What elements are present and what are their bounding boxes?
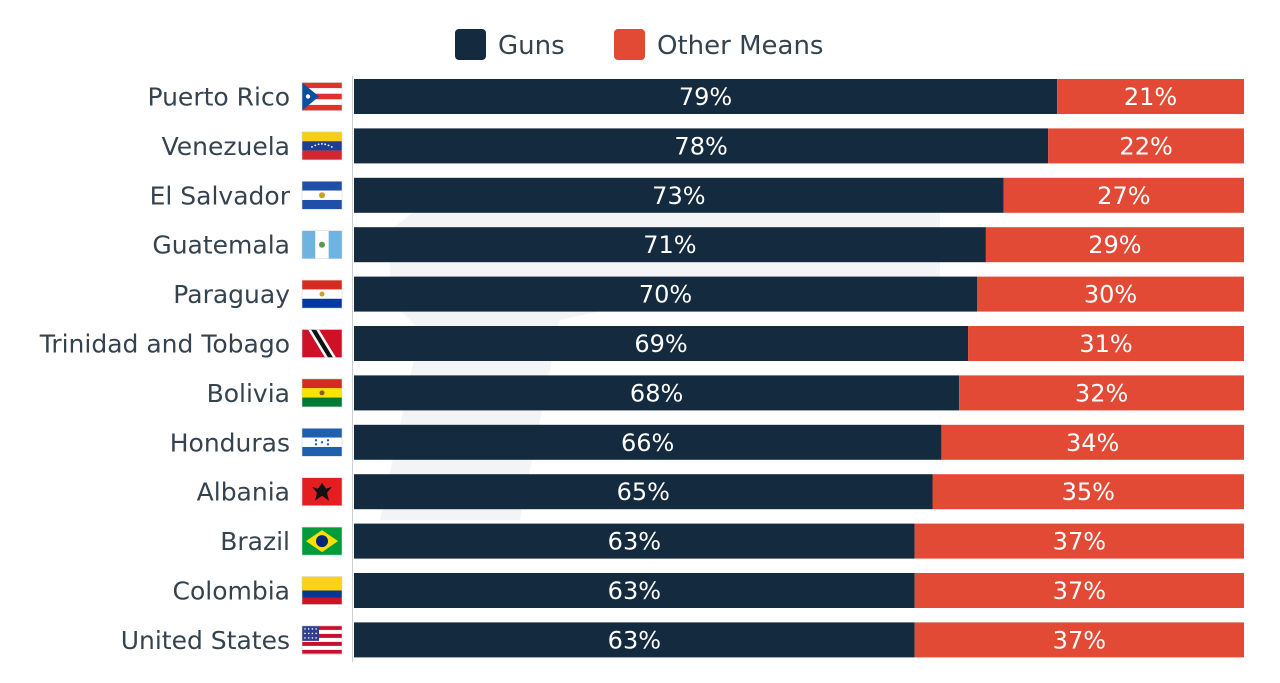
data-label-guns: 63% (608, 626, 661, 654)
flag-venezuela-icon (301, 131, 343, 161)
data-label-other-means: 34% (1066, 429, 1119, 457)
chart-row: Puerto Rico 79% 21% (147, 79, 1244, 114)
bar-other-means (932, 474, 1244, 510)
data-label-guns: 79% (679, 83, 732, 111)
flag-el-salvador-icon (301, 181, 343, 210)
category-label: Albania (197, 478, 290, 507)
bar-guns (354, 474, 933, 510)
category-label: Bolivia (207, 379, 290, 408)
data-label-other-means: 31% (1079, 330, 1132, 358)
chart-row: Paraguay 70% 30% (173, 276, 1244, 312)
bar-guns (354, 79, 1058, 114)
chart-row: Trinidad and Tobago 69% 31% (39, 326, 1244, 361)
chart-row: Venezuela 78% 22% (162, 128, 1244, 164)
bar-guns (354, 177, 1004, 213)
category-label: Brazil (220, 527, 290, 556)
flag-guatemala-icon (301, 230, 343, 259)
bar-guns (354, 523, 915, 559)
data-label-other-means: 27% (1097, 182, 1150, 210)
bar-other-means (1048, 128, 1244, 164)
bar-other-means (941, 424, 1244, 460)
chart-row: Brazil 63% 37% (220, 523, 1244, 559)
chart-row: United States 63% 37% (121, 622, 1244, 658)
data-label-other-means: 37% (1053, 528, 1106, 556)
bar-other-means (959, 375, 1244, 411)
bar-other-means (1003, 177, 1244, 213)
chart-row: Bolivia 68% 32% (207, 375, 1244, 411)
category-label: Trinidad and Tobago (39, 330, 290, 359)
data-label-guns: 70% (639, 281, 692, 309)
data-label-guns: 63% (608, 577, 661, 605)
bar-other-means (914, 622, 1244, 658)
bar-guns (354, 227, 986, 263)
chart-rows: Puerto Rico 79% 21% Venezuela 78% 22% El Salva… (39, 79, 1244, 658)
bar-other-means (977, 276, 1244, 312)
bar-guns (354, 128, 1049, 164)
bar-guns (354, 375, 960, 411)
data-label-other-means: 21% (1124, 83, 1177, 111)
data-label-other-means: 32% (1075, 379, 1128, 407)
chart-row: El Salvador 73% 27% (150, 177, 1244, 213)
chart-row: Colombia 63% 37% (173, 573, 1244, 608)
data-label-guns: 66% (621, 429, 674, 457)
flag-bolivia-icon (301, 378, 343, 408)
category-label: Colombia (173, 577, 290, 606)
flag-trinidad-and-tobago-icon (301, 329, 343, 358)
bar-guns (354, 622, 915, 658)
data-label-guns: 65% (617, 478, 670, 506)
legend-swatch-other-means (614, 29, 645, 60)
data-label-other-means: 22% (1119, 132, 1172, 160)
bar-guns (354, 573, 915, 608)
category-label: Guatemala (152, 231, 290, 260)
category-label: Puerto Rico (147, 83, 290, 112)
flag-honduras-icon (301, 427, 343, 457)
flag-united-states-icon (301, 625, 343, 655)
legend-swatch-guns (455, 29, 486, 60)
chart-row: Guatemala 71% 29% (152, 227, 1244, 263)
data-label-guns: 63% (608, 528, 661, 556)
data-label-guns: 68% (630, 379, 683, 407)
bar-other-means (985, 227, 1244, 263)
data-label-other-means: 29% (1088, 231, 1141, 259)
bar-guns (354, 424, 942, 460)
legend-label-other-means: Other Means (657, 31, 823, 61)
data-label-other-means: 37% (1053, 577, 1106, 605)
bar-other-means (1057, 79, 1244, 114)
chart-row: Albania 65% 35% (197, 474, 1244, 510)
data-label-other-means: 37% (1053, 626, 1106, 654)
data-label-guns: 73% (652, 182, 705, 210)
flag-albania-icon (301, 477, 343, 507)
bar-guns (354, 326, 969, 361)
data-label-other-means: 35% (1062, 478, 1115, 506)
data-label-guns: 71% (643, 231, 696, 259)
flag-brazil-icon (301, 526, 343, 556)
category-label: Paraguay (173, 280, 290, 309)
category-label: Honduras (170, 428, 290, 457)
data-label-other-means: 30% (1084, 281, 1137, 309)
data-label-guns: 78% (674, 132, 727, 160)
flag-paraguay-icon (301, 279, 343, 309)
flag-colombia-icon (301, 576, 343, 605)
legend: Guns Other Means (455, 29, 823, 61)
bar-other-means (914, 523, 1244, 559)
bar-other-means (968, 326, 1244, 361)
chart-row: Honduras 66% 34% (170, 424, 1244, 460)
flag-puerto-rico-icon (301, 82, 343, 111)
category-label: United States (121, 626, 290, 655)
category-label: Venezuela (162, 132, 290, 161)
category-label: El Salvador (150, 181, 291, 210)
legend-label-guns: Guns (498, 31, 565, 61)
data-label-guns: 69% (634, 330, 687, 358)
bar-other-means (914, 573, 1244, 608)
bar-guns (354, 276, 977, 312)
